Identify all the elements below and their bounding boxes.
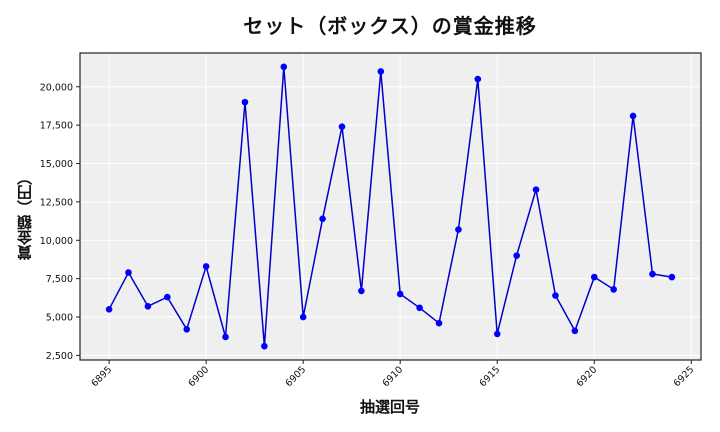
data-point <box>590 273 598 281</box>
data-point <box>261 342 268 350</box>
data-point <box>629 112 637 120</box>
chart-title: セット（ボックス）の賞金推移 <box>243 14 537 38</box>
data-point <box>668 273 676 281</box>
data-line <box>108 66 673 347</box>
y-tick-label: 15,000 <box>40 159 73 170</box>
data-point <box>125 269 132 276</box>
data-point <box>571 327 579 335</box>
data-point <box>610 286 617 293</box>
data-point <box>280 63 288 71</box>
data-point <box>299 313 307 321</box>
plot-area <box>80 53 701 360</box>
data-point <box>164 293 171 301</box>
data-point <box>144 302 152 310</box>
x-axis-label: 抽選回号 <box>359 398 420 416</box>
x-tick-label: 6900 <box>186 364 211 389</box>
y-tick-label: 7,500 <box>46 274 73 285</box>
data-point <box>455 226 462 233</box>
data-point <box>474 75 482 83</box>
data-point <box>552 292 559 299</box>
data-point <box>222 333 229 341</box>
data-point <box>649 270 656 278</box>
data-markers <box>105 63 676 350</box>
data-point <box>241 98 249 106</box>
y-tick-label: 17,500 <box>40 121 73 132</box>
data-point <box>532 186 540 193</box>
x-tick-label: 6925 <box>672 364 697 389</box>
y-tick-label: 10,000 <box>40 236 73 247</box>
y-axis: 2,500 5,000 7,500 10,000 12,500 15,000 17,500 2… <box>40 82 80 362</box>
data-point <box>319 215 326 223</box>
data-point <box>338 123 346 130</box>
data-point <box>416 304 423 312</box>
y-tick-label: 2,500 <box>46 351 73 362</box>
data-point <box>105 306 113 313</box>
x-tick-label: 6910 <box>380 364 405 389</box>
data-point <box>493 330 501 338</box>
data-point <box>396 290 404 298</box>
x-tick-label: 6895 <box>89 364 114 389</box>
data-point <box>435 319 443 327</box>
plot-frame <box>79 52 702 361</box>
x-tick-label: 6915 <box>477 364 502 389</box>
data-point <box>513 252 520 259</box>
data-point <box>183 326 191 333</box>
x-tick-label: 6905 <box>283 364 308 389</box>
y-tick-label: 5,000 <box>46 313 73 324</box>
data-point <box>202 263 210 270</box>
y-tick-label: 12,500 <box>40 197 73 208</box>
data-point <box>377 68 385 75</box>
x-tick-label: 6920 <box>575 364 600 389</box>
data-point <box>358 287 365 295</box>
y-tick-label: 20,000 <box>40 82 73 93</box>
x-axis: 6895 6900 6905 6910 6915 6920 6925 <box>89 360 696 389</box>
